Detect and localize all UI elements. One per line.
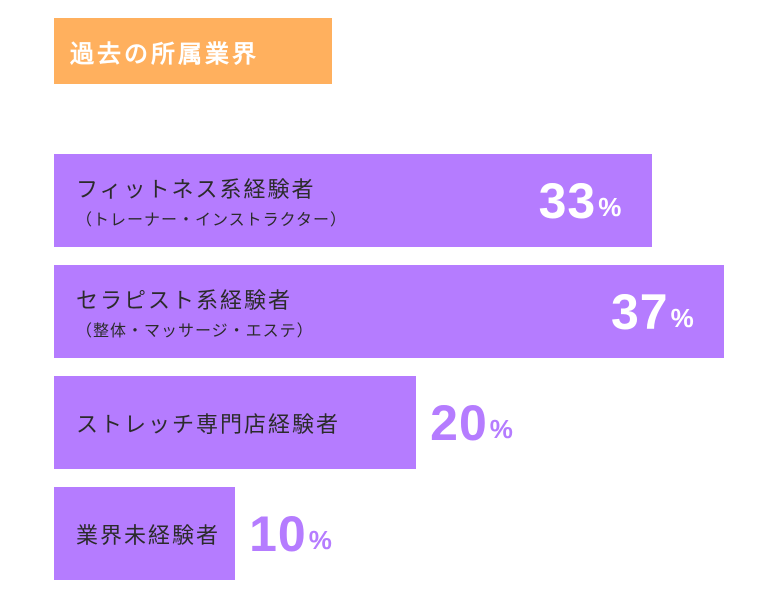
category-label: 業界未経験者 (76, 523, 221, 549)
bar-label: フィットネス系経験者 （トレーナー・インストラクター） (76, 154, 347, 247)
category-label: フィットネス系経験者 (76, 177, 316, 203)
bar (54, 154, 652, 247)
value-label: 20% (430, 394, 513, 451)
bar-label: ストレッチ専門店経験者 (76, 376, 340, 469)
bar (54, 376, 417, 469)
bar (54, 487, 236, 580)
bar-label: 業界未経験者 (76, 487, 220, 580)
category-label: セラピスト系経験者 (76, 288, 293, 314)
bar-label: セラピスト系経験者 （整体・マッサージ・エステ） (76, 265, 314, 358)
category-label: ストレッチ専門店経験者 (76, 412, 341, 438)
value-label: 33% (538, 172, 622, 229)
value-label: 37% (611, 283, 694, 340)
category-note: （整体・マッサージ・エステ） (76, 320, 314, 340)
value-label: 10% (249, 505, 332, 562)
bar (54, 265, 724, 358)
category-note: （トレーナー・インストラクター） (76, 209, 348, 229)
section-title: 過去の所属業界 (54, 18, 332, 84)
